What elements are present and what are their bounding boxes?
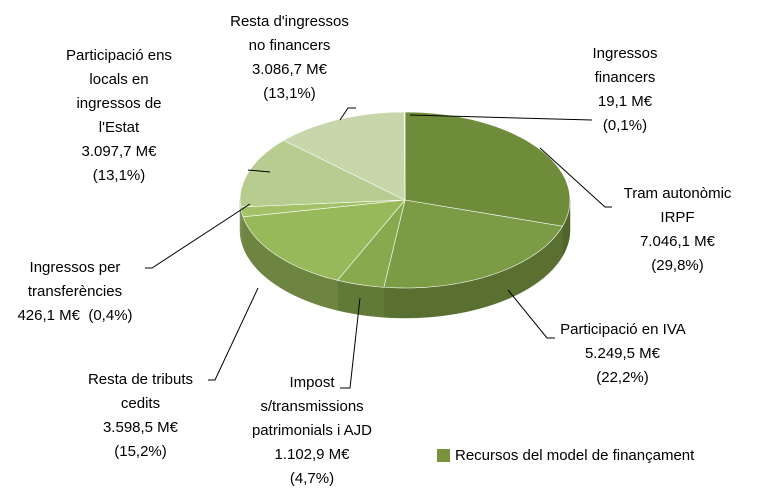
value-label: 3.097,7 M€ bbox=[81, 143, 157, 160]
percent-label: (15,2%) bbox=[114, 443, 167, 460]
value-label: 426,1 M€ bbox=[17, 307, 80, 324]
pie-slice bbox=[239, 140, 406, 208]
percent-label: (29,8%) bbox=[651, 257, 704, 274]
data-label: Ingressos per transferències 426,1 M€ (0,… bbox=[0, 256, 150, 328]
pie-slice bbox=[336, 199, 406, 288]
data-label: Resta d'ingressos no financers 3.086,7 M€… bbox=[222, 10, 357, 106]
leader-line bbox=[339, 107, 356, 121]
leader-line bbox=[340, 297, 361, 389]
value-label: 3.086,7 M€ bbox=[251, 61, 328, 78]
percent-label: (0,1%) bbox=[602, 117, 648, 134]
value-label: 5.249,5 M€ bbox=[584, 345, 661, 362]
leader-line bbox=[145, 203, 251, 269]
leader-line bbox=[208, 287, 259, 381]
pie-slice bbox=[403, 111, 406, 201]
percent-label: (0,4%) bbox=[88, 307, 133, 324]
pie-slice bbox=[283, 111, 406, 201]
category-label: Resta de tributs cedits bbox=[87, 371, 194, 412]
category-label: Participació en IVA bbox=[560, 321, 685, 338]
data-label: Participació en IVA 5.249,5 M€ (22,2%) bbox=[560, 318, 685, 390]
data-label: Resta de tributs cedits 3.598,5 M€ (15,2%) bbox=[78, 368, 203, 464]
value-label: 3.598,5 M€ bbox=[102, 419, 179, 436]
value-label: 19,1 M€ bbox=[597, 93, 653, 110]
category-label: Participació ens locals en ingressos de … bbox=[66, 47, 172, 136]
data-label: Ingressos financers 19,1 M€ (0,1%) bbox=[580, 42, 670, 138]
leader-line bbox=[539, 147, 612, 208]
data-label: Tram autonòmic IRPF 7.046,1 M€ (29,8%) bbox=[615, 182, 740, 278]
legend-label: Recursos del model de finançament bbox=[455, 447, 695, 464]
percent-label: (22,2%) bbox=[596, 369, 649, 386]
legend-swatch bbox=[437, 449, 450, 462]
category-label: Ingressos financers bbox=[592, 45, 658, 86]
value-label: 1.102,9 M€ bbox=[274, 446, 350, 463]
percent-label: (13,1%) bbox=[263, 85, 316, 102]
category-label: Tram autonòmic IRPF bbox=[623, 185, 732, 226]
data-label: Participació ens locals en ingressos de … bbox=[60, 44, 178, 188]
category-label: Ingressos per transferències bbox=[27, 259, 123, 300]
leader-line bbox=[409, 114, 593, 121]
leader-line bbox=[247, 169, 271, 173]
leader-line bbox=[507, 289, 555, 339]
data-label: Impost s/transmissions patrimonials i AJ… bbox=[242, 371, 382, 491]
percent-label: (13,1%) bbox=[92, 167, 146, 184]
pie-slice bbox=[242, 199, 406, 281]
percent-label: (4,7%) bbox=[289, 470, 335, 487]
value-label: 7.046,1 M€ bbox=[639, 233, 716, 250]
pie-slice bbox=[383, 199, 563, 289]
category-label: Impost s/transmissions patrimonials i AJ… bbox=[251, 374, 373, 439]
category-label: Resta d'ingressos no financers bbox=[230, 13, 349, 54]
